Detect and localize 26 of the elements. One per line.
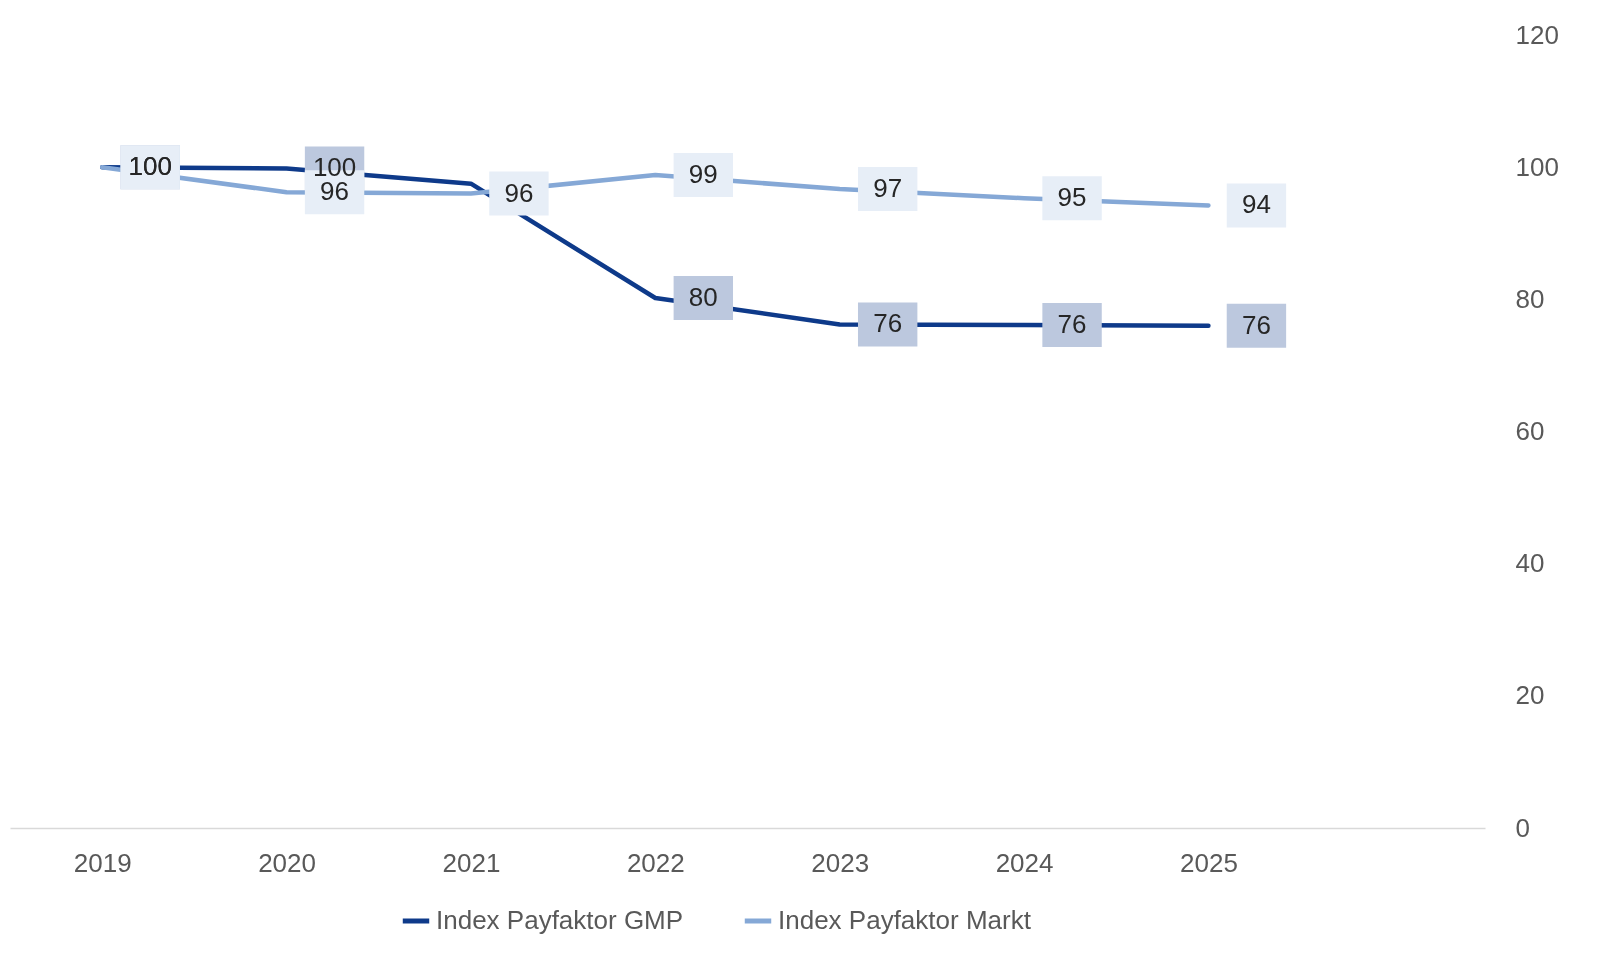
y-tick-label: 0 — [1515, 812, 1530, 843]
y-tick-label: 120 — [1515, 19, 1559, 50]
data-label: 94 — [1241, 189, 1271, 220]
y-tick-label: 60 — [1515, 416, 1545, 446]
x-tick-label: 2021 — [442, 847, 501, 878]
data-label: 80 — [688, 282, 718, 313]
data-label: 76 — [873, 308, 903, 339]
data-label: 97 — [873, 172, 903, 203]
data-label: 96 — [504, 177, 534, 208]
data-label: 99 — [688, 159, 718, 190]
x-tick-label: 2019 — [73, 847, 132, 878]
x-tick-label: 2022 — [626, 847, 685, 878]
data-label: 100 — [128, 151, 172, 182]
data-label: 76 — [1241, 309, 1271, 340]
x-tick-label: 2023 — [811, 847, 870, 878]
y-tick-label: 40 — [1515, 548, 1545, 579]
data-label: 95 — [1057, 182, 1087, 213]
data-label: 76 — [1057, 309, 1087, 340]
x-tick-label: 2020 — [258, 847, 316, 878]
x-tick-label: 2024 — [995, 847, 1054, 878]
legend-label: Index Payfaktor Markt — [778, 905, 1032, 935]
x-tick-label: 2025 — [1180, 847, 1238, 878]
y-tick-label: 80 — [1515, 283, 1545, 314]
y-tick-label: 100 — [1515, 151, 1559, 182]
y-tick-label: 20 — [1515, 680, 1545, 711]
legend-label: Index Payfaktor GMP — [436, 905, 684, 935]
